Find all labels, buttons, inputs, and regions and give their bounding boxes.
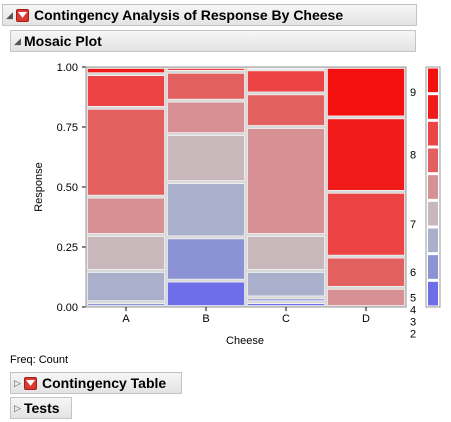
y-tick-label: 0.25	[57, 242, 78, 254]
mosaic-cell-C-level-8[interactable]	[247, 68, 325, 70]
red-triangle-menu-icon[interactable]	[24, 376, 37, 390]
level-label: 6	[410, 267, 416, 279]
level-label: 2	[410, 328, 416, 340]
legend-swatch-level-5	[428, 175, 438, 199]
mosaic-cell-C-level-4[interactable]	[247, 236, 325, 270]
legend-swatch-level-4	[428, 201, 438, 226]
legend-swatch-level-6	[428, 148, 438, 173]
contingency-table-title: Contingency Table	[42, 375, 167, 391]
mosaic-cell-C-level-2[interactable]	[247, 298, 325, 301]
mosaic-cell-D-level-8[interactable]	[327, 118, 405, 191]
level-label: 4	[410, 304, 416, 316]
contingency-table-header[interactable]: ▷ Contingency Table	[10, 372, 182, 394]
mosaic-cell-B-level-1[interactable]	[167, 281, 245, 306]
y-tick-label: 0.50	[57, 182, 78, 194]
report-header[interactable]: ◢ Contingency Analysis of Response By Ch…	[2, 4, 417, 26]
mosaic-cell-C-level-6[interactable]	[247, 94, 325, 126]
legend-swatch-level-8	[428, 95, 438, 119]
level-label: 7	[410, 219, 416, 231]
tests-title: Tests	[24, 400, 60, 416]
legend-swatch-level-3	[428, 228, 438, 253]
tests-header[interactable]: ▷ Tests	[10, 397, 72, 419]
mosaic-plot-title: Mosaic Plot	[24, 33, 102, 49]
legend-swatch-level-7	[428, 121, 438, 146]
expand-triangle-icon[interactable]: ▷	[14, 377, 21, 388]
mosaic-cell-B-level-3[interactable]	[167, 183, 245, 237]
level-label: 8	[410, 150, 416, 162]
y-tick-label: 0.00	[57, 302, 78, 314]
mosaic-cell-B-level-5[interactable]	[167, 101, 245, 133]
y-tick-label: 0.75	[57, 122, 78, 134]
x-axis-label: Cheese	[226, 335, 264, 347]
mosaic-plot-header[interactable]: ◢ Mosaic Plot	[10, 30, 416, 52]
mosaic-cell-C-level-3[interactable]	[247, 272, 325, 297]
legend-swatch-level-1	[428, 281, 438, 306]
mosaic-cell-A-level-5[interactable]	[87, 197, 165, 234]
expand-triangle-icon[interactable]: ▷	[14, 402, 21, 413]
level-label: 9	[410, 87, 416, 99]
mosaic-cell-D-level-9[interactable]	[327, 68, 405, 117]
x-tick-label: D	[362, 313, 370, 325]
mosaic-cell-A-level-2[interactable]	[87, 303, 165, 306]
freq-label: Freq: Count	[10, 354, 69, 366]
mosaic-cell-A-level-3[interactable]	[87, 272, 165, 302]
red-triangle-menu-icon[interactable]	[16, 8, 29, 22]
mosaic-cell-A-level-8[interactable]	[87, 68, 165, 73]
mosaic-cell-C-level-1[interactable]	[247, 303, 325, 306]
x-tick-label: C	[282, 313, 290, 325]
mosaic-cell-C-level-5[interactable]	[247, 128, 325, 234]
legend-swatch-level-9	[428, 68, 438, 93]
mosaic-cell-B-level-2[interactable]	[167, 238, 245, 280]
mosaic-cell-C-level-7[interactable]	[247, 70, 325, 93]
y-tick-label: 1.00	[57, 62, 78, 74]
mosaic-cell-D-level-7[interactable]	[327, 193, 405, 256]
mosaic-cell-B-level-6[interactable]	[167, 73, 245, 100]
x-tick-label: B	[202, 313, 209, 325]
mosaic-cell-A-level-7[interactable]	[87, 75, 165, 107]
x-tick-label: A	[122, 313, 130, 325]
level-label: 5	[410, 292, 416, 304]
legend-swatch-level-2	[428, 255, 438, 279]
mosaic-cell-B-level-4[interactable]	[167, 135, 245, 181]
mosaic-cell-D-level-5[interactable]	[327, 288, 405, 306]
collapse-triangle-icon[interactable]: ◢	[6, 9, 13, 20]
level-label: 3	[410, 316, 416, 328]
mosaic-cell-B-level-7[interactable]	[167, 68, 245, 71]
mosaic-cell-A-level-6[interactable]	[87, 109, 165, 196]
report-title: Contingency Analysis of Response By Chee…	[34, 7, 344, 23]
mosaic-cell-A-level-4[interactable]	[87, 236, 165, 270]
collapse-triangle-icon[interactable]: ◢	[14, 35, 21, 46]
y-axis-label: Response	[33, 162, 45, 212]
mosaic-cell-D-level-6[interactable]	[327, 257, 405, 287]
